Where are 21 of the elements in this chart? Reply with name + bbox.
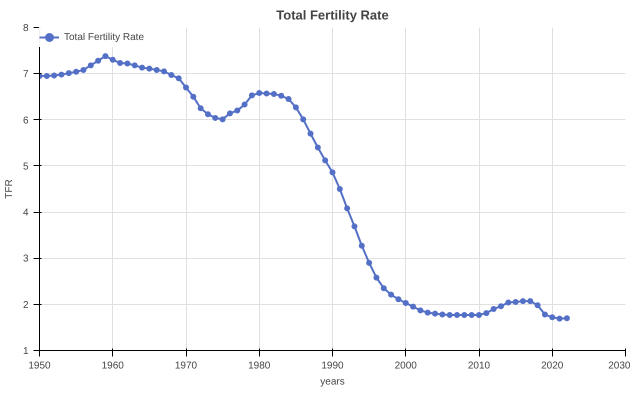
x-tick-label: 2020	[541, 360, 564, 372]
x-tick-label: 2000	[394, 360, 418, 372]
x-tick-label: 1980	[248, 360, 271, 372]
y-tick-label: 1	[22, 346, 29, 357]
chart-title: Total Fertility Rate	[276, 8, 389, 22]
x-tick-label: 2010	[468, 360, 491, 372]
y-tick-label: 3	[22, 254, 29, 265]
legend-label: Total Fertility Rate	[64, 32, 144, 42]
x-tick-label: 1970	[174, 360, 198, 372]
y-tick-label: 4	[22, 208, 29, 219]
y-tick-label: 8	[22, 23, 29, 34]
x-axis-title: years	[320, 376, 345, 388]
y-axis-title: TFR	[4, 179, 15, 199]
y-tick-label: 2	[22, 300, 29, 311]
x-tick-label: 1950	[28, 360, 52, 372]
x-tick-label: 2030	[608, 360, 631, 372]
y-tick-label: 6	[22, 115, 29, 126]
y-tick-label: 7	[22, 69, 29, 80]
x-tick-label: 1960	[102, 360, 124, 372]
x-tick-label: 1990	[321, 360, 344, 372]
y-tick-label: 5	[22, 161, 29, 172]
